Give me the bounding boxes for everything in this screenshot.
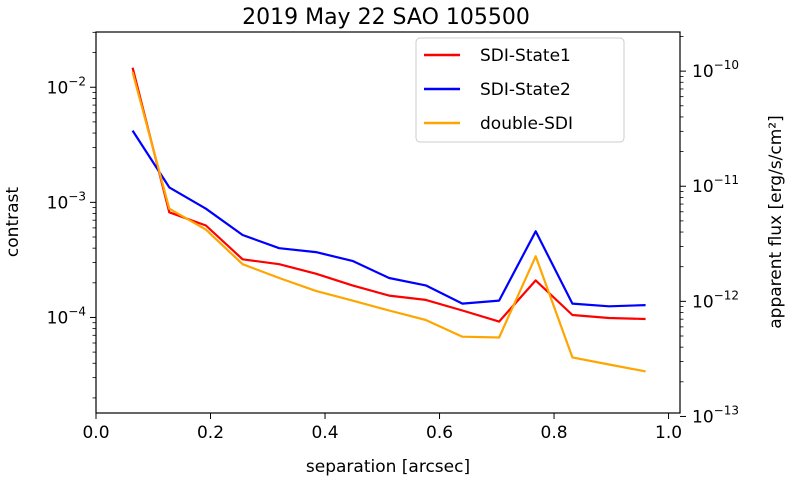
y-tick-label-left: 10−3	[47, 189, 86, 213]
tick-exponent: −10	[714, 58, 739, 72]
y-axis-label-left: contrast	[3, 187, 23, 257]
y-tick-label-right: 10−13	[692, 403, 739, 427]
plot-frame	[95, 31, 681, 414]
legend: SDI-State1 SDI-State2 double-SDI	[415, 37, 625, 143]
legend-label: SDI-State2	[480, 80, 571, 100]
y-tick-label-right: 10−11	[692, 173, 739, 197]
tick-exponent: −2	[68, 74, 86, 88]
y-axis-left: 10−210−310−4	[47, 31, 96, 399]
legend-label: double-SDI	[480, 114, 573, 134]
y-tick-label-right: 10−12	[692, 288, 739, 312]
y-tick-label-right: 10−10	[692, 58, 739, 82]
tick-exponent: −12	[714, 288, 739, 302]
series-line-sdi-state2	[131, 130, 646, 308]
tick-exponent: −3	[68, 189, 86, 203]
x-axis: 0.0 0.2 0.4 0.6 0.8 1.0	[82, 413, 682, 443]
legend-box	[415, 37, 625, 143]
tick-base: 10	[692, 177, 714, 197]
x-tick-label: 0.4	[311, 423, 338, 443]
y-tick-label-left: 10−4	[47, 304, 86, 328]
tick-base: 10	[47, 308, 69, 328]
tick-base: 10	[47, 193, 69, 213]
tick-exponent: −13	[714, 403, 739, 417]
x-tick-label: 0.0	[82, 423, 109, 443]
x-tick-label: 0.6	[426, 423, 453, 443]
series-line-sdi-state1	[131, 67, 646, 323]
y-tick-label-left: 10−2	[47, 74, 86, 98]
series-layer	[131, 67, 646, 373]
tick-exponent: −11	[714, 173, 739, 187]
legend-label: SDI-State1	[480, 46, 571, 66]
x-tick-label: 1.0	[655, 423, 682, 443]
chart-title: 2019 May 22 SAO 105500	[242, 5, 530, 30]
x-tick-label: 0.2	[197, 423, 224, 443]
series-line-double-sdi	[131, 71, 646, 373]
x-axis-label: separation [arcsec]	[306, 457, 470, 477]
tick-base: 10	[692, 62, 714, 82]
y-axis-label-right: apparent flux [erg/s/cm²]	[766, 115, 786, 329]
tick-base: 10	[47, 78, 69, 98]
tick-base: 10	[692, 292, 714, 312]
tick-exponent: −4	[68, 304, 86, 318]
tick-base: 10	[692, 407, 714, 427]
x-tick-label: 0.8	[541, 423, 568, 443]
